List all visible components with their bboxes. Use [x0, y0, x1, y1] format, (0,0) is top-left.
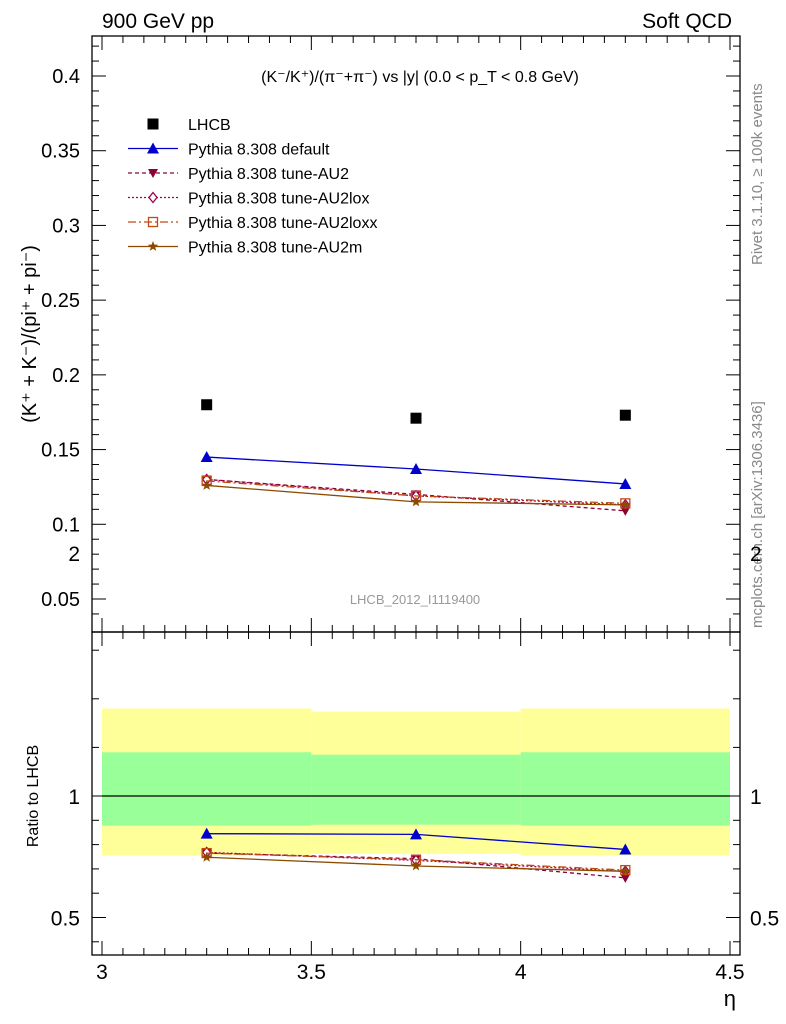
y-tick-label: 0.15: [41, 440, 80, 462]
uncertainty-band-inner: [520, 752, 730, 826]
y-axis-label: (K⁺ + K⁻)/(pi⁺ + pi⁻): [19, 245, 41, 423]
point-au2: [620, 506, 631, 516]
uncertainty-band-inner: [102, 752, 312, 826]
legend-marker-au2loxx: [147, 216, 159, 228]
legend-label: Pythia 8.308 tune-AU2: [188, 166, 349, 183]
ratio-point-au2: [620, 873, 631, 883]
series-line-au2loxx: [206, 480, 626, 505]
y-tick-label: 0.2: [52, 365, 80, 387]
legend-label: Pythia 8.308 tune-AU2m: [188, 240, 362, 257]
ratio-point-au2m: [620, 865, 631, 876]
uncertainty-band-inner: [311, 754, 521, 825]
ratio-y-tick-label-left: 2: [68, 543, 80, 566]
y-tick-label: 0.25: [41, 290, 80, 312]
y-tick-label: 0.3: [52, 215, 80, 237]
point-data: [201, 399, 213, 411]
legend-marker-au2lox: [148, 191, 158, 204]
point-data: [410, 412, 422, 424]
ratio-point-au2m: [410, 860, 422, 871]
ratio-panel: 0.5 0.5 1 1 2 2 3 3.5 4 4.5 Ratio to LHCB η: [25, 543, 779, 1011]
point-au2m: [201, 479, 212, 490]
header-right: Soft QCD: [642, 10, 732, 33]
point-au2m: [410, 496, 422, 507]
point-au2m: [620, 499, 631, 510]
point-data: [619, 409, 631, 421]
point-default: [200, 451, 213, 463]
legend-marker-default: [147, 142, 159, 154]
ratio-point-au2m: [201, 851, 212, 862]
y-tick-label: 0.1: [52, 514, 80, 536]
legend-label: LHCB: [188, 117, 231, 134]
ratio-y-tick-label-left: 1: [68, 786, 80, 809]
y-tick-label: 0.05: [41, 589, 80, 611]
header-left: 900 GeV pp: [102, 10, 214, 33]
x-axis-label: η: [724, 986, 736, 1011]
ratio-y-tick-label-left: 0.5: [51, 908, 80, 931]
watermark: LHCB_2012_I1119400: [350, 592, 480, 607]
point-default: [619, 477, 632, 489]
x-tick-label: 3: [96, 961, 108, 984]
legend-marker-data: [147, 118, 159, 130]
y-tick-label: 0.35: [41, 141, 80, 163]
rivet-label: Rivet 3.1.10, ≥ 100k events: [749, 83, 766, 265]
ratio-point-default: [619, 843, 632, 855]
legend-marker-au2: [148, 169, 158, 178]
legend-label: Pythia 8.308 tune-AU2loxx: [188, 215, 377, 232]
legend-label: Pythia 8.308 default: [188, 142, 330, 159]
x-tick-label: 3.5: [297, 961, 326, 984]
point-default: [410, 462, 422, 474]
chart-title: (K⁻/K⁺)/(π⁻+π⁻) vs |y| (0.0 < p_T < 0.8 …: [261, 69, 579, 86]
ratio-y-tick-label-right: 2: [750, 543, 762, 566]
legend-marker-au2m: [147, 241, 159, 251]
ratio-point-default: [200, 827, 213, 839]
ratio-y-axis-label: Ratio to LHCB: [25, 745, 42, 847]
legend-label: Pythia 8.308 tune-AU2lox: [188, 191, 369, 208]
main-panel: 0.05 0.1 0.15 0.2 0.25 0.3 0.35 0.4 (K⁺ + K⁻)/(p…: [19, 35, 741, 633]
mcplots-label: mcplots.cern.ch [arXiv:1306.3436]: [749, 401, 766, 628]
ratio-y-tick-label-right: 0.5: [750, 908, 779, 931]
x-tick-label: 4.5: [715, 961, 744, 984]
x-tick-label: 4: [515, 961, 527, 984]
ratio-point-default: [410, 828, 422, 840]
ratio-line-au2loxx: [206, 852, 626, 871]
ratio-y-tick-label-right: 1: [750, 786, 762, 809]
y-tick-label: 0.4: [52, 66, 80, 88]
